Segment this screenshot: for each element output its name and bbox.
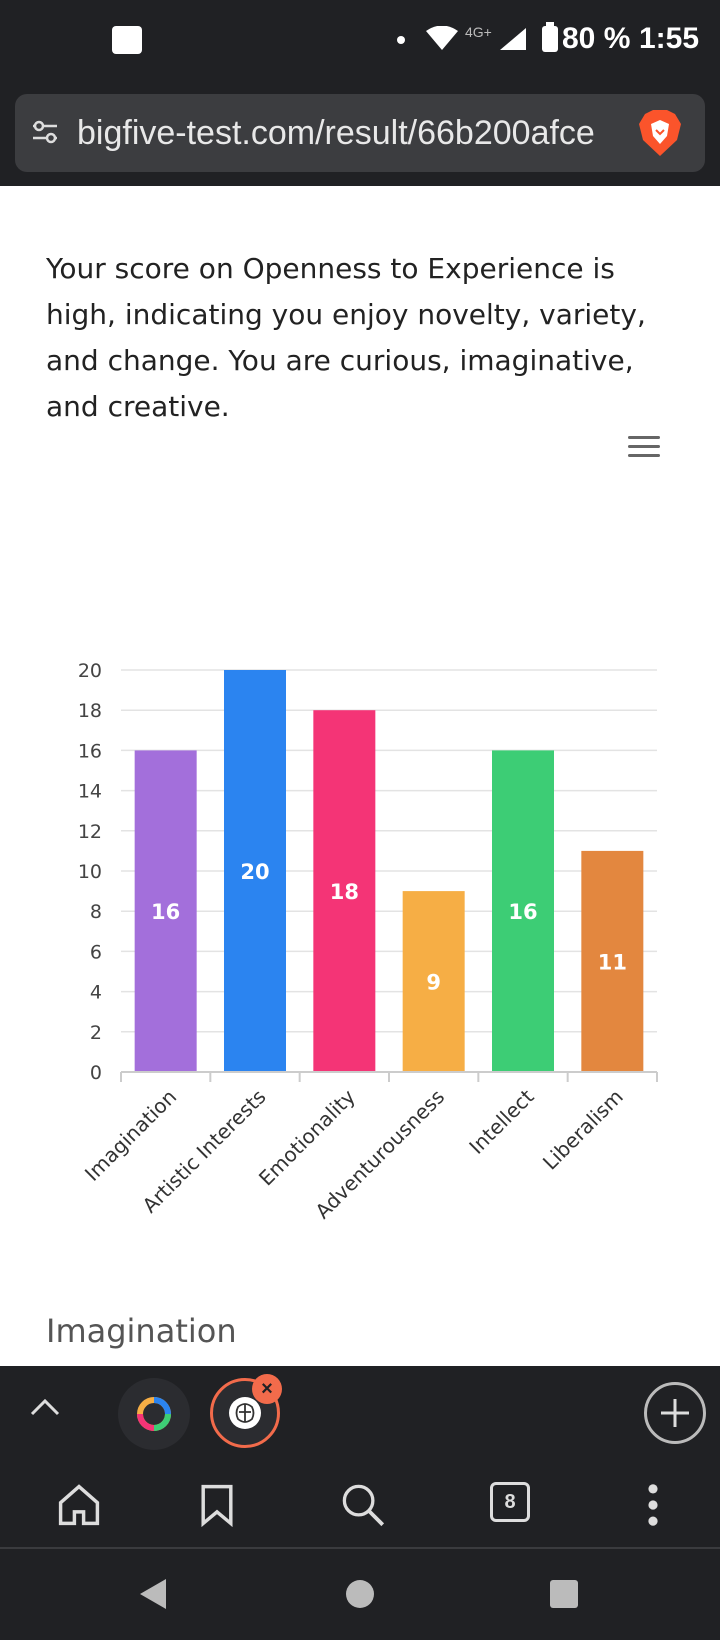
bar[interactable] <box>224 670 286 1072</box>
bar[interactable] <box>134 750 197 1072</box>
bar[interactable] <box>492 750 554 1072</box>
tab-switcher-button[interactable]: 8 <box>490 1482 536 1528</box>
bar-value-label: 16 <box>151 900 180 924</box>
y-tick-label: 2 <box>90 1022 102 1044</box>
bar-value-label: 11 <box>598 950 627 974</box>
new-tab-button[interactable] <box>644 1382 706 1444</box>
y-tick-label: 12 <box>78 821 102 843</box>
page-content: Your score on Openness to Experience is … <box>0 186 720 1366</box>
bar-value-label: 16 <box>508 900 537 924</box>
bar[interactable] <box>581 850 644 1072</box>
close-icon[interactable]: × <box>252 1374 282 1404</box>
chart-menu-icon[interactable] <box>628 436 660 463</box>
x-tick-label: Liberalism <box>538 1085 628 1175</box>
system-nav-bar <box>0 1549 720 1640</box>
bar[interactable] <box>402 891 465 1072</box>
notification-dot-icon <box>397 36 405 44</box>
y-tick-label: 18 <box>78 700 102 722</box>
facet-bar-chart: 0 2 4 6 8 10 12 14 16 18 20 16 20 18 9 16 11 Imaginatio… <box>78 660 658 1223</box>
clock: 1:55 <box>639 22 700 55</box>
bar-value-label: 20 <box>240 860 269 884</box>
bar-value-label: 18 <box>330 880 359 904</box>
recents-icon[interactable] <box>550 1580 578 1608</box>
search-icon[interactable] <box>340 1482 386 1528</box>
tab-count: 8 <box>490 1482 530 1522</box>
tab-strip: × <box>0 1366 720 1462</box>
brain-icon <box>229 1397 261 1429</box>
divider <box>0 1547 720 1549</box>
status-bar: 4G+ 80 % 1:55 <box>0 0 720 82</box>
home-icon[interactable] <box>56 1482 102 1528</box>
openness-description: Your score on Openness to Experience is … <box>46 252 646 423</box>
y-tick-label: 20 <box>78 660 102 682</box>
plus-icon <box>661 1399 689 1427</box>
y-tick-label: 6 <box>90 941 102 963</box>
battery-level: 80 % <box>562 22 631 55</box>
home-circle-icon[interactable] <box>345 1579 375 1609</box>
y-tick-label: 10 <box>78 861 102 883</box>
back-icon[interactable] <box>138 1577 168 1611</box>
bar-value-label: 9 <box>426 971 441 995</box>
x-tick-label: Intellect <box>464 1084 538 1158</box>
wifi-icon <box>426 26 458 50</box>
x-tick-label: Imagination <box>80 1085 181 1186</box>
brave-lion-icon[interactable] <box>639 110 681 156</box>
browser-header: bigfive-test.com/result/66b200afce <box>0 82 720 186</box>
bookmark-icon[interactable] <box>194 1482 240 1528</box>
signal-icon <box>500 28 526 50</box>
tab-item[interactable] <box>118 1378 190 1450</box>
tune-icon[interactable] <box>31 118 59 146</box>
y-tick-label: 14 <box>78 781 102 803</box>
address-bar[interactable]: bigfive-test.com/result/66b200afce <box>15 94 705 172</box>
more-vert-icon[interactable] <box>630 1482 676 1528</box>
chevron-up-icon[interactable] <box>30 1396 60 1418</box>
section-heading-imagination: Imagination <box>46 1312 237 1350</box>
network-type: 4G+ <box>465 24 492 40</box>
y-tick-label: 0 <box>90 1062 102 1084</box>
bar[interactable] <box>313 710 376 1072</box>
y-tick-label: 8 <box>90 901 102 923</box>
notification-icon <box>112 26 142 54</box>
y-tick-label: 16 <box>78 740 102 762</box>
url-text[interactable]: bigfive-test.com/result/66b200afce <box>77 114 595 152</box>
bottom-toolbar: 8 <box>0 1462 720 1548</box>
y-tick-label: 4 <box>90 982 102 1004</box>
battery-icon <box>542 22 558 52</box>
tab-favicon-icon <box>137 1397 171 1431</box>
